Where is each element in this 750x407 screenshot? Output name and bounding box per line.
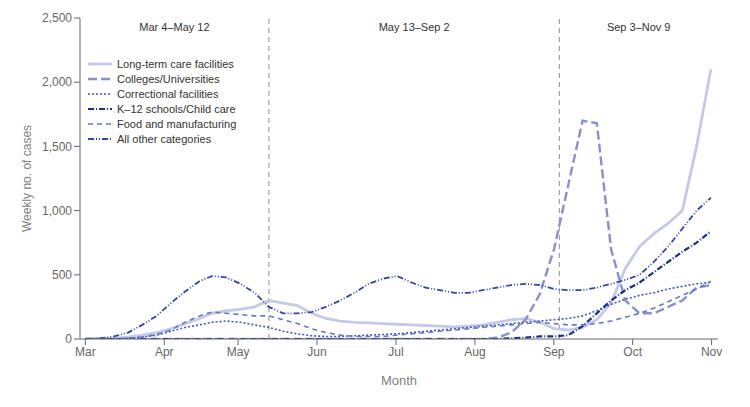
- svg-text:Mar: Mar: [75, 345, 96, 359]
- svg-text:Jun: Jun: [307, 345, 326, 359]
- svg-text:2,000: 2,000: [42, 75, 72, 89]
- html-text:Long-term care facilities: Long-term care facilities: [117, 57, 234, 70]
- svg-text:500: 500: [52, 268, 72, 282]
- svg-text:Weekly no. of cases: Weekly no. of cases: [20, 125, 34, 232]
- svg-text:Apr: Apr: [155, 345, 174, 359]
- svg-text:Nov: Nov: [701, 345, 722, 359]
- svg-text:Oct: Oct: [623, 345, 642, 359]
- svg-text:Jul: Jul: [388, 345, 403, 359]
- svg-text:0: 0: [65, 332, 72, 346]
- svg-text:2,500: 2,500: [42, 11, 72, 25]
- svg-text:Sep: Sep: [543, 345, 565, 359]
- svg-text:Mar 4–May 12: Mar 4–May 12: [139, 21, 209, 33]
- svg-text:1,000: 1,000: [42, 204, 72, 218]
- svg-text:1,500: 1,500: [42, 140, 72, 154]
- svg-text:Month: Month: [381, 373, 417, 388]
- html-text:All other categories: All other categories: [117, 132, 212, 145]
- svg-text:May: May: [227, 345, 250, 359]
- svg-text:Sep 3–Nov 9: Sep 3–Nov 9: [607, 21, 671, 33]
- html-text:Correctional facilities: Correctional facilities: [117, 87, 219, 100]
- html-text:Colleges/Universities: Colleges/Universities: [117, 72, 220, 85]
- html-text:Food and manufacturing: Food and manufacturing: [117, 117, 237, 130]
- svg-text:May 13–Sep 2: May 13–Sep 2: [379, 21, 450, 33]
- html-text:K–12 schools/Child care: K–12 schools/Child care: [117, 102, 236, 115]
- svg-text:Aug: Aug: [464, 345, 485, 359]
